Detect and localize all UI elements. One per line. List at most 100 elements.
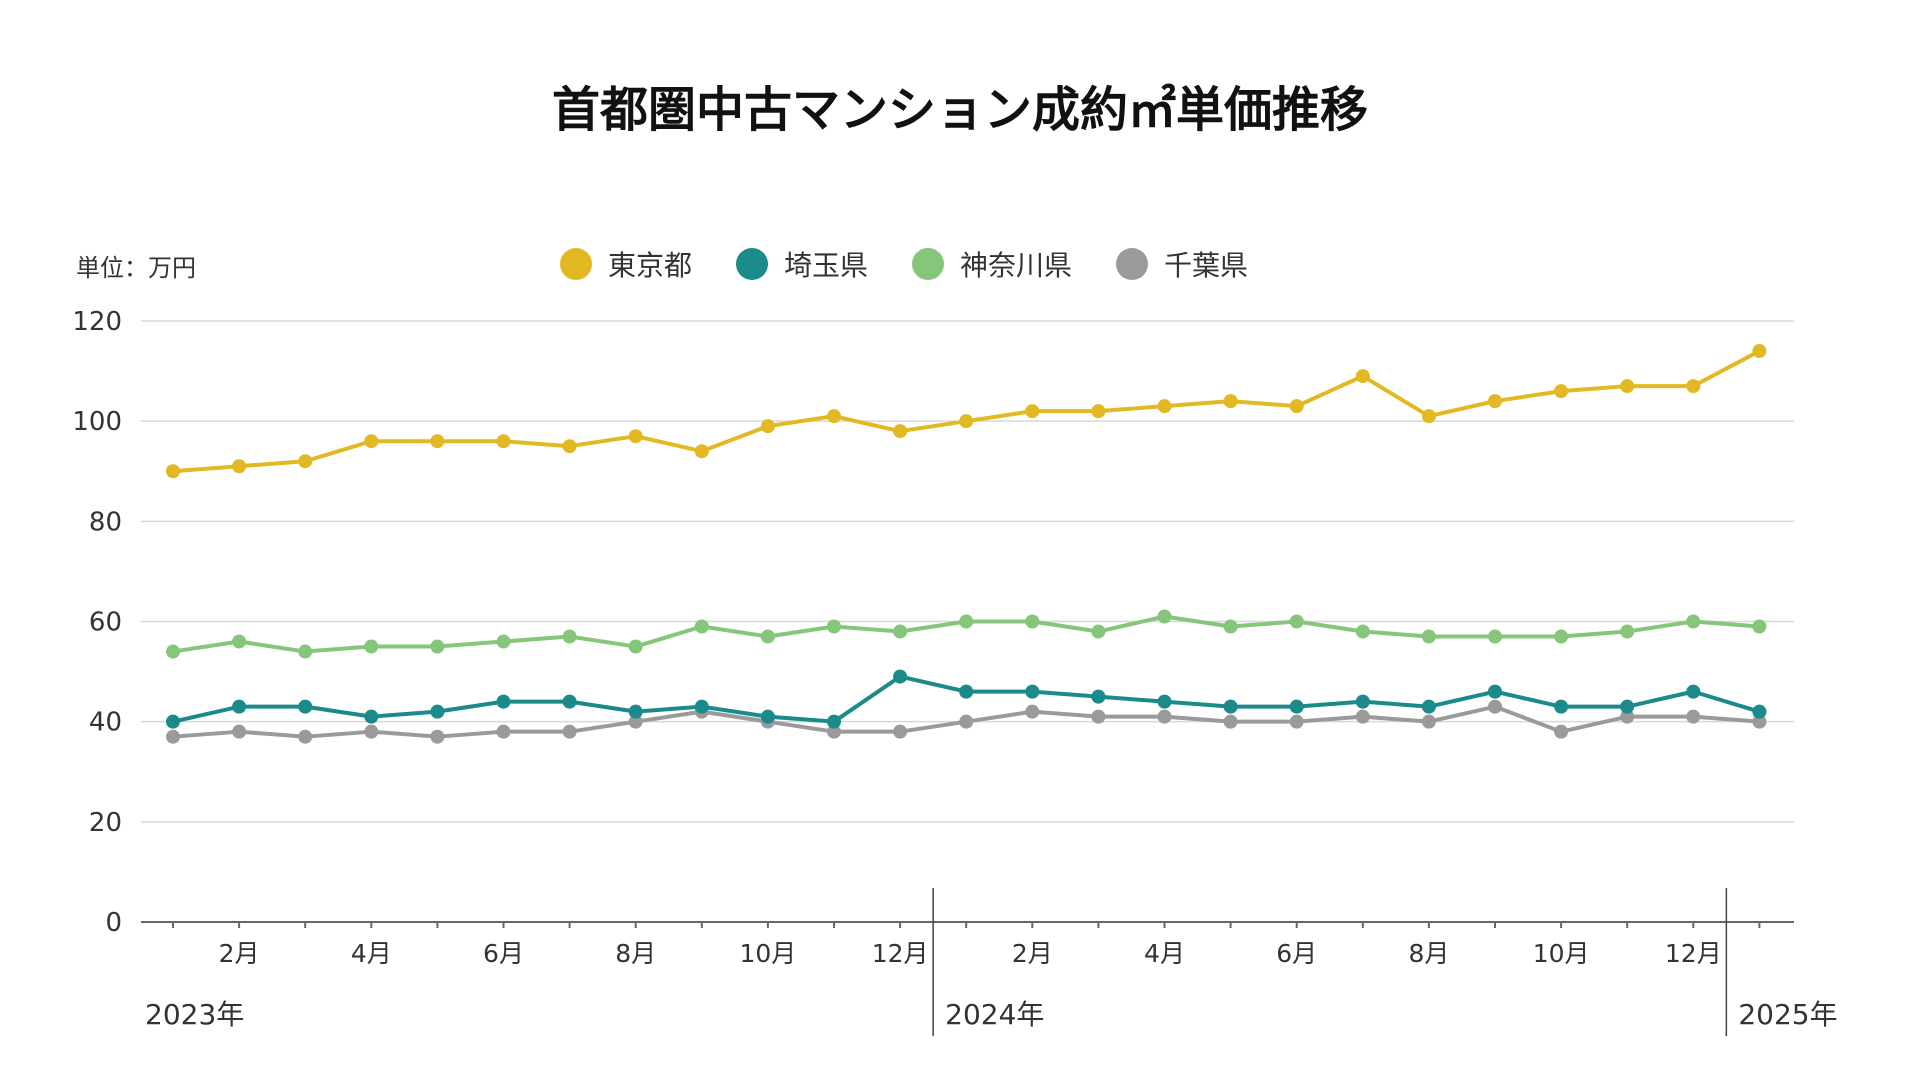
data-point bbox=[1157, 694, 1172, 709]
data-point bbox=[1554, 699, 1569, 714]
data-point bbox=[694, 444, 709, 459]
data-point bbox=[1025, 614, 1040, 629]
x-tick-label: 2月 bbox=[1012, 939, 1053, 968]
data-point bbox=[1091, 624, 1106, 639]
data-point bbox=[1752, 619, 1767, 634]
data-point bbox=[1091, 689, 1106, 704]
data-point bbox=[1223, 619, 1238, 634]
x-tick-label: 12月 bbox=[872, 939, 929, 968]
data-point bbox=[1620, 624, 1635, 639]
data-point bbox=[628, 429, 643, 444]
data-point bbox=[298, 699, 313, 714]
legend-label: 千葉県 bbox=[1164, 249, 1249, 282]
data-point bbox=[1488, 394, 1502, 409]
data-point bbox=[1421, 714, 1436, 729]
data-point bbox=[430, 639, 445, 654]
x-tick-label: 10月 bbox=[739, 939, 796, 968]
y-tick-label: 20 bbox=[89, 808, 122, 838]
data-point bbox=[628, 639, 643, 654]
x-tick-label: 4月 bbox=[1144, 939, 1185, 968]
data-point bbox=[1025, 704, 1040, 719]
data-point bbox=[1355, 709, 1370, 724]
data-point bbox=[232, 724, 247, 739]
data-point bbox=[298, 729, 313, 744]
data-point bbox=[1157, 709, 1172, 724]
y-tick-label: 0 bbox=[105, 908, 122, 938]
data-point bbox=[827, 619, 841, 634]
data-point bbox=[760, 419, 775, 434]
data-point bbox=[1620, 379, 1635, 394]
legend-item-kanagawa[interactable]: 神奈川県 bbox=[912, 244, 1072, 284]
y-tick-label: 80 bbox=[89, 507, 122, 537]
year-label: 2023年 bbox=[145, 998, 244, 1031]
data-point bbox=[1752, 344, 1767, 359]
data-point bbox=[232, 699, 247, 714]
data-point bbox=[1686, 684, 1701, 699]
legend-marker bbox=[736, 248, 769, 280]
data-point bbox=[959, 614, 974, 629]
data-point bbox=[1421, 409, 1436, 424]
x-tick-label: 10月 bbox=[1533, 939, 1590, 968]
data-point bbox=[1289, 714, 1304, 729]
chart-title: 首都圏中古マンション成約㎡単価推移 bbox=[551, 82, 1368, 138]
data-point bbox=[959, 414, 974, 429]
data-point bbox=[893, 669, 908, 684]
y-tick-label: 40 bbox=[89, 708, 122, 738]
data-point bbox=[628, 704, 643, 719]
data-point bbox=[1223, 699, 1238, 714]
data-point bbox=[562, 629, 577, 644]
data-point bbox=[1421, 629, 1436, 644]
data-point bbox=[496, 724, 511, 739]
data-point bbox=[496, 634, 511, 649]
data-point bbox=[1686, 709, 1701, 724]
data-point bbox=[694, 619, 709, 634]
data-point bbox=[1620, 709, 1635, 724]
data-point bbox=[364, 639, 379, 654]
data-point bbox=[496, 694, 511, 709]
legend-marker bbox=[560, 248, 592, 280]
year-label: 2025年 bbox=[1738, 998, 1837, 1031]
legend-item-chiba[interactable]: 千葉県 bbox=[1116, 244, 1248, 284]
data-point bbox=[166, 464, 180, 479]
data-point bbox=[1091, 404, 1106, 419]
data-point bbox=[430, 729, 445, 744]
x-tick-label: 8月 bbox=[615, 939, 656, 968]
data-point bbox=[562, 724, 577, 739]
data-point bbox=[1223, 394, 1238, 409]
data-point bbox=[1554, 629, 1569, 644]
data-point bbox=[1686, 379, 1701, 394]
legend-label: 神奈川県 bbox=[960, 249, 1073, 282]
data-point bbox=[430, 704, 445, 719]
legend-item-saitama[interactable]: 埼玉県 bbox=[736, 244, 868, 284]
legend-marker bbox=[912, 248, 945, 280]
data-point bbox=[893, 424, 908, 439]
legend-item-tokyo[interactable]: 東京都 bbox=[560, 244, 692, 284]
x-tick-label: 12月 bbox=[1665, 939, 1722, 968]
data-point bbox=[1223, 714, 1238, 729]
data-point bbox=[1686, 614, 1701, 629]
x-tick-label: 6月 bbox=[483, 939, 524, 968]
data-point bbox=[1554, 724, 1569, 739]
data-point bbox=[1289, 399, 1304, 414]
data-point bbox=[827, 409, 841, 424]
data-point bbox=[959, 684, 974, 699]
data-point bbox=[298, 454, 313, 469]
data-point bbox=[430, 434, 445, 449]
data-point bbox=[827, 724, 841, 739]
y-tick-label: 60 bbox=[89, 608, 122, 638]
data-point bbox=[364, 434, 379, 449]
data-point bbox=[1355, 624, 1370, 639]
data-point bbox=[1355, 694, 1370, 709]
data-point bbox=[760, 709, 775, 724]
data-point bbox=[364, 724, 379, 739]
data-point bbox=[1488, 629, 1502, 644]
data-point bbox=[959, 714, 974, 729]
legend-label: 東京都 bbox=[608, 249, 693, 282]
data-point bbox=[1025, 404, 1040, 419]
series-line bbox=[172, 349, 1761, 474]
x-tick-label: 8月 bbox=[1408, 939, 1449, 968]
data-point bbox=[1025, 684, 1040, 699]
data-point bbox=[166, 729, 180, 744]
data-point bbox=[1421, 699, 1436, 714]
